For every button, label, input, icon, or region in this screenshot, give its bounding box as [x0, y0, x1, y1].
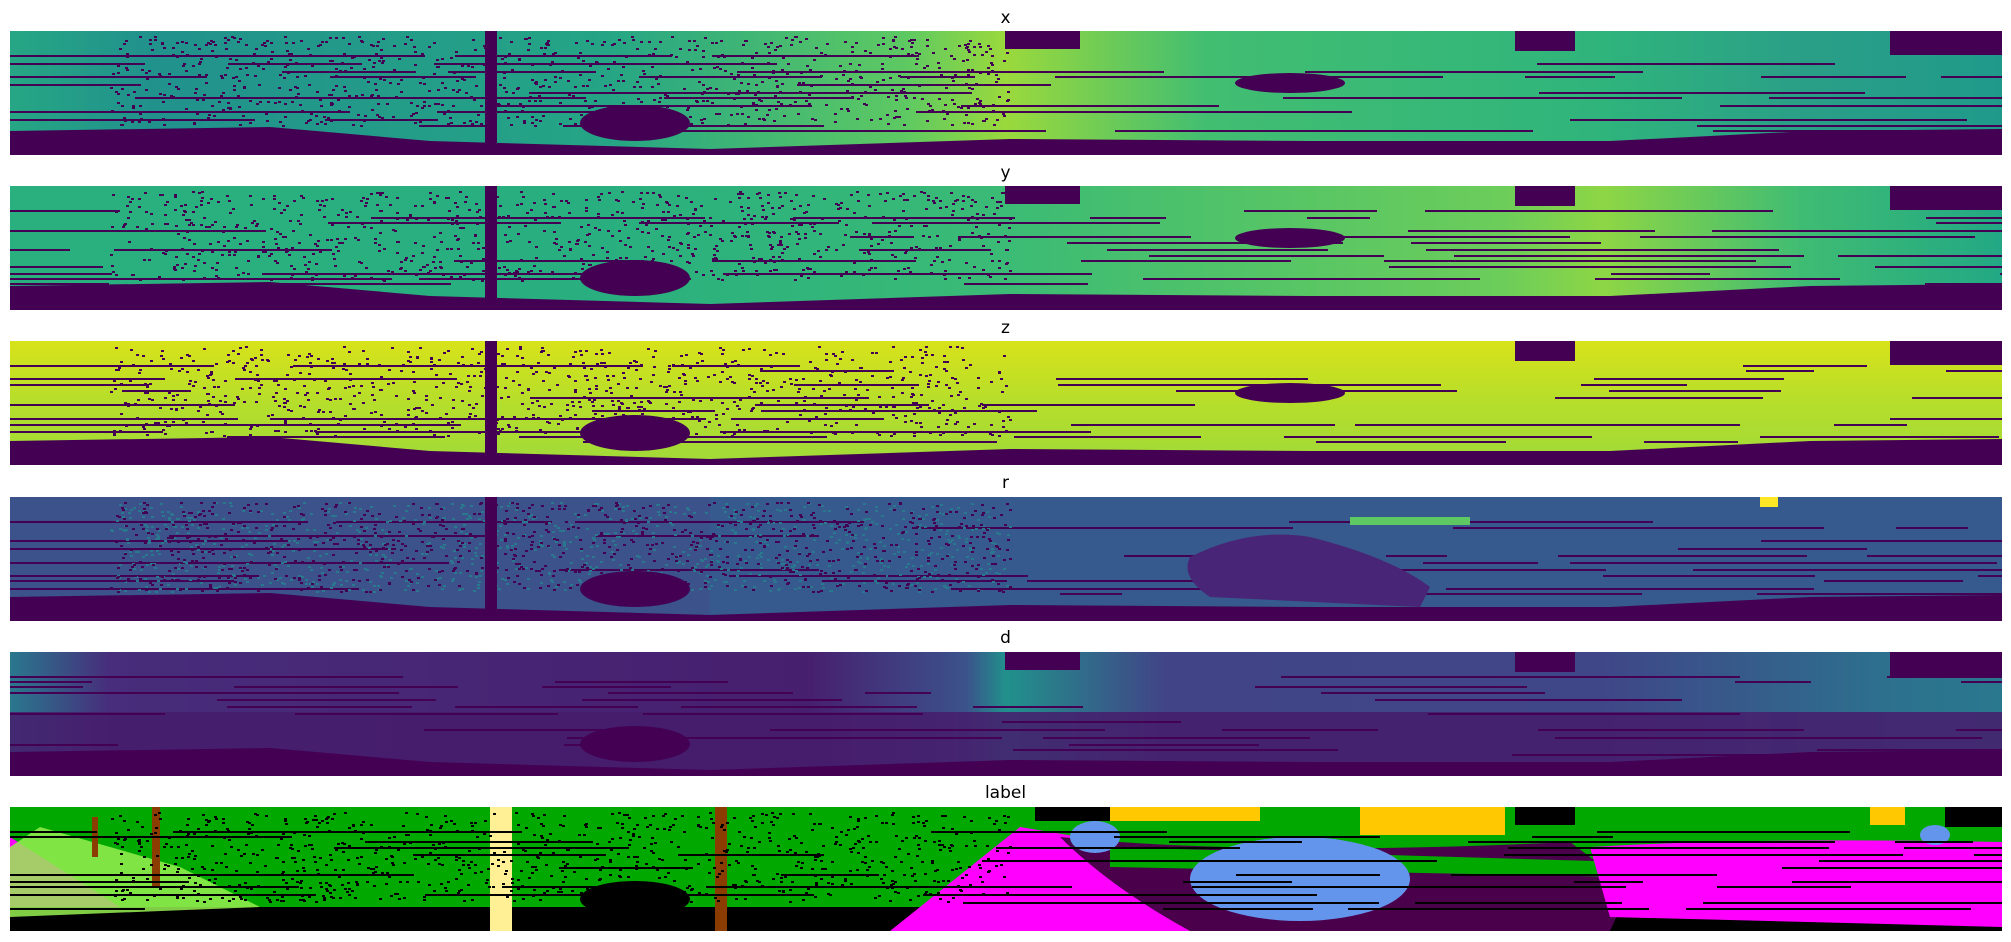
panel-title-d: d: [1000, 628, 1011, 648]
panel-title-label: label: [984, 783, 1027, 803]
panel-title-y: y: [1000, 163, 1011, 183]
panel-image-r: [10, 497, 2002, 621]
panel-image-z: [10, 341, 2002, 465]
panel-title-z: z: [1001, 318, 1010, 338]
panel-image-d: [10, 652, 2002, 776]
panel-image-label: [10, 807, 2002, 931]
panel-title-r: r: [1002, 473, 1009, 493]
panel-title-x: x: [1000, 8, 1011, 28]
panel-image-y: [10, 186, 2002, 310]
panel-image-x: [10, 31, 2002, 155]
